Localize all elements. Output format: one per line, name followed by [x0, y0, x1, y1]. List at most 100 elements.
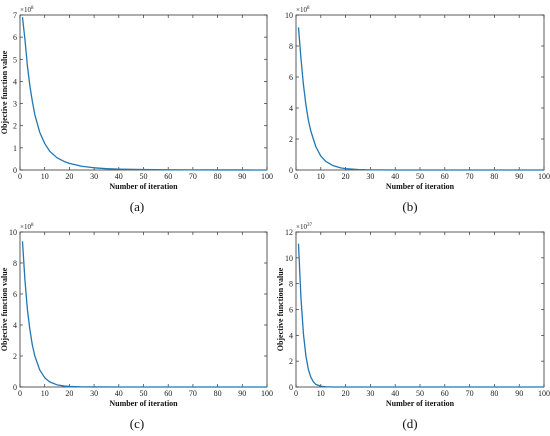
panel-caption: (a) — [130, 199, 144, 214]
y-axis-label: Objective function value — [0, 267, 9, 351]
x-tick-label: 80 — [490, 172, 498, 181]
y-tick-label: 10 — [285, 11, 293, 20]
x-axis-label: Number of iteration — [386, 399, 455, 408]
x-tick-label: 50 — [416, 172, 424, 181]
panel-1: 0 10 20 30 40 50 60 70 80 90 100 0 1 2 3 4 5 6 7×108 Number… — [0, 6, 273, 214]
x-tick-label: 60 — [164, 172, 172, 181]
y-tick-label: 10 — [285, 254, 293, 263]
x-tick-label: 30 — [366, 389, 374, 398]
y-tick-label: 1 — [13, 144, 17, 153]
x-tick-label: 10 — [41, 389, 49, 398]
y-tick-label: 12 — [285, 228, 293, 237]
x-tick-label: 90 — [238, 172, 246, 181]
x-tick-label: 60 — [441, 389, 449, 398]
x-tick-label: 70 — [466, 172, 474, 181]
x-tick-label: 70 — [189, 389, 197, 398]
x-tick-label: 40 — [391, 172, 399, 181]
series-line — [21, 241, 267, 388]
x-tick-label: 20 — [65, 172, 73, 181]
series-line — [297, 27, 544, 171]
x-tick-label: 10 — [317, 389, 325, 398]
x-tick-label: 30 — [90, 389, 98, 398]
y-tick-label: 7 — [13, 11, 17, 20]
y-tick-label: 6 — [13, 290, 17, 299]
plot-area — [19, 14, 268, 171]
y-tick-label: 3 — [13, 100, 17, 109]
x-tick-label: 20 — [342, 172, 350, 181]
y-multiplier: ×108 — [20, 6, 34, 14]
x-tick-label: 40 — [391, 389, 399, 398]
y-tick-label: 0 — [289, 383, 293, 392]
x-tick-label: 90 — [515, 172, 523, 181]
plot-area — [295, 231, 545, 388]
y-tick-label: 6 — [13, 33, 17, 42]
x-tick-label: 10 — [41, 172, 49, 181]
x-tick-label: 50 — [140, 172, 148, 181]
x-tick-label: 20 — [65, 389, 73, 398]
x-tick-label: 50 — [140, 389, 148, 398]
panel-3: 0 10 20 30 40 50 60 70 80 90 1000246810×108Number … — [0, 223, 273, 431]
y-tick-label: 6 — [289, 73, 293, 82]
y-multiplier-exponent: 8 — [31, 223, 34, 228]
x-tick-label: 90 — [238, 389, 246, 398]
x-axis-label: Number of iteration — [386, 182, 455, 191]
y-tick-label: 8 — [289, 42, 293, 51]
x-tick-label: 20 — [342, 389, 350, 398]
y-tick-label: 6 — [289, 306, 293, 315]
x-tick-label: 10 — [317, 172, 325, 181]
x-tick-label: 0 — [18, 172, 22, 181]
x-tick-label: 40 — [115, 172, 123, 181]
y-multiplier: ×108 — [296, 6, 310, 14]
panel-2: 0 10 20 30 40 50 60 70 80 90 1000246810×108Number … — [285, 6, 550, 214]
x-tick-label: 90 — [515, 389, 523, 398]
y-tick-label: 0 — [13, 383, 17, 392]
panel-caption: (b) — [402, 199, 417, 214]
panel-caption: (d) — [402, 416, 417, 431]
y-tick-label: 4 — [13, 321, 17, 330]
x-tick-label: 80 — [214, 389, 222, 398]
y-multiplier-exponent: 8 — [307, 6, 310, 11]
x-tick-label: 70 — [189, 172, 197, 181]
y-tick-label: 10 — [9, 228, 17, 237]
y-multiplier-exponent: 37 — [307, 223, 313, 228]
x-tick-label: 70 — [466, 389, 474, 398]
x-tick-label: 80 — [490, 389, 498, 398]
y-tick-label: 8 — [289, 280, 293, 289]
y-tick-label: 5 — [13, 55, 17, 64]
x-tick-label: 0 — [18, 389, 22, 398]
x-tick-label: 100 — [261, 172, 273, 181]
y-multiplier-exponent: 8 — [31, 6, 34, 11]
x-tick-label: 80 — [214, 172, 222, 181]
y-axis-label: Objective function value — [276, 267, 285, 351]
series-line — [21, 17, 268, 171]
x-tick-label: 30 — [90, 172, 98, 181]
y-tick-label: 0 — [13, 166, 17, 175]
y-tick-label: 2 — [13, 122, 17, 131]
plot-area — [19, 231, 268, 388]
y-tick-label: 2 — [289, 135, 293, 144]
x-tick-label: 60 — [441, 172, 449, 181]
y-tick-label: 8 — [13, 259, 17, 268]
y-tick-label: 4 — [289, 331, 293, 340]
x-tick-label: 0 — [294, 389, 298, 398]
y-tick-label: 4 — [13, 77, 17, 86]
y-tick-label: 4 — [289, 104, 293, 113]
x-tick-label: 100 — [538, 172, 550, 181]
x-tick-label: 60 — [164, 389, 172, 398]
y-axis-label: Objective function value — [0, 50, 9, 134]
plot-area — [295, 14, 545, 171]
y-tick-label: 2 — [13, 352, 17, 361]
y-multiplier: ×1037 — [296, 223, 312, 231]
panel-4: 0 10 20 30 40 50 60 70 80 90 100 0 2 4 6 8 10 12×1037 Numb… — [276, 223, 550, 431]
x-tick-label: 30 — [366, 172, 374, 181]
x-axis-label: Number of iteration — [109, 399, 178, 408]
x-tick-label: 100 — [261, 389, 273, 398]
x-axis-label: Number of iteration — [109, 182, 178, 191]
y-tick-label: 0 — [289, 166, 293, 175]
x-tick-label: 50 — [416, 389, 424, 398]
y-tick-label: 2 — [289, 357, 293, 366]
y-multiplier: ×108 — [20, 223, 34, 231]
panel-caption: (c) — [130, 416, 144, 431]
x-tick-label: 100 — [538, 389, 550, 398]
